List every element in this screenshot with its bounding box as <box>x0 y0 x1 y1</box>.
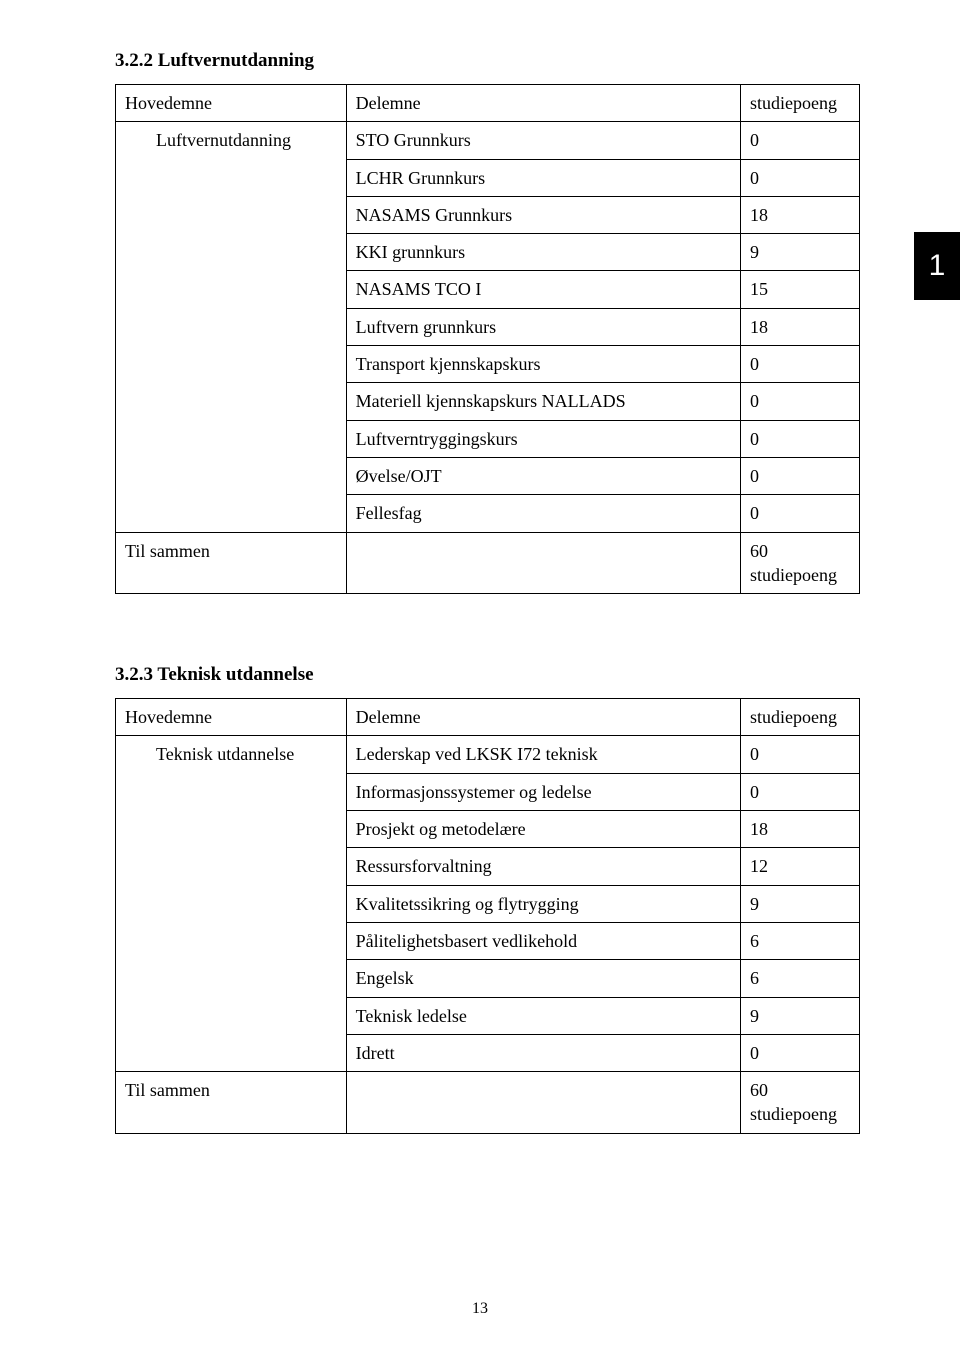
points-cell: 0 <box>740 457 859 494</box>
delemne-cell: Engelsk <box>346 960 740 997</box>
points-cell: 6 <box>740 922 859 959</box>
delemne-cell: NASAMS Grunnkurs <box>346 196 740 233</box>
points-cell: 0 <box>740 159 859 196</box>
points-cell: 0 <box>740 773 859 810</box>
main-topic-cell: Teknisk utdannelse <box>116 736 347 1072</box>
points-cell: 0 <box>740 1034 859 1071</box>
main-topic-cell: Luftvernutdanning <box>116 122 347 532</box>
side-tab: 1 <box>914 232 960 300</box>
delemne-cell: Lederskap ved LKSK I72 teknisk <box>346 736 740 773</box>
total-label: Til sammen <box>116 1072 347 1134</box>
delemne-cell: Luftvern grunnkurs <box>346 308 740 345</box>
points-cell: 0 <box>740 383 859 420</box>
delemne-cell: Fellesfag <box>346 495 740 532</box>
table-header-row: Hovedemne Delemne studiepoeng <box>116 85 860 122</box>
table-row: Luftvernutdanning STO Grunnkurs 0 <box>116 122 860 159</box>
header-hovedemne: Hovedemne <box>116 699 347 736</box>
delemne-cell: Transport kjennskapskurs <box>346 346 740 383</box>
points-cell: 0 <box>740 495 859 532</box>
table-header-row: Hovedemne Delemne studiepoeng <box>116 699 860 736</box>
delemne-cell: Idrett <box>346 1034 740 1071</box>
total-value: 60 studiepoeng <box>740 532 859 594</box>
delemne-cell: Materiell kjennskapskurs NALLADS <box>346 383 740 420</box>
points-cell: 9 <box>740 234 859 271</box>
delemne-cell: STO Grunnkurs <box>346 122 740 159</box>
total-value: 60 studiepoeng <box>740 1072 859 1134</box>
delemne-cell: Ressursforvaltning <box>346 848 740 885</box>
delemne-cell: Kvalitetssikring og flytrygging <box>346 885 740 922</box>
delemne-cell: LCHR Grunnkurs <box>346 159 740 196</box>
section-2-title: 3.2.3 Teknisk utdannelse <box>115 664 860 686</box>
empty-cell <box>346 1072 740 1134</box>
points-cell: 6 <box>740 960 859 997</box>
header-studiepoeng: studiepoeng <box>740 699 859 736</box>
delemne-cell: NASAMS TCO I <box>346 271 740 308</box>
delemne-cell: Pålitelighetsbasert vedlikehold <box>346 922 740 959</box>
points-cell: 18 <box>740 308 859 345</box>
delemne-cell: Teknisk ledelse <box>346 997 740 1034</box>
points-cell: 12 <box>740 848 859 885</box>
points-cell: 9 <box>740 885 859 922</box>
delemne-cell: KKI grunnkurs <box>346 234 740 271</box>
points-cell: 15 <box>740 271 859 308</box>
points-cell: 0 <box>740 122 859 159</box>
delemne-cell: Øvelse/OJT <box>346 457 740 494</box>
header-hovedemne: Hovedemne <box>116 85 347 122</box>
header-delemne: Delemne <box>346 699 740 736</box>
table-row: Teknisk utdannelse Lederskap ved LKSK I7… <box>116 736 860 773</box>
points-cell: 0 <box>740 420 859 457</box>
section-1-title: 3.2.2 Luftvernutdanning <box>115 50 860 72</box>
table-teknisk-utdannelse: Hovedemne Delemne studiepoeng Teknisk ut… <box>115 698 860 1134</box>
points-cell: 0 <box>740 736 859 773</box>
table-total-row: Til sammen 60 studiepoeng <box>116 1072 860 1134</box>
header-delemne: Delemne <box>346 85 740 122</box>
empty-cell <box>346 532 740 594</box>
table-total-row: Til sammen 60 studiepoeng <box>116 532 860 594</box>
points-cell: 9 <box>740 997 859 1034</box>
page-number: 13 <box>0 1300 960 1318</box>
table-luftvernutdanning: Hovedemne Delemne studiepoeng Luftvernut… <box>115 84 860 594</box>
delemne-cell: Luftverntryggingskurs <box>346 420 740 457</box>
points-cell: 18 <box>740 196 859 233</box>
points-cell: 18 <box>740 811 859 848</box>
header-studiepoeng: studiepoeng <box>740 85 859 122</box>
points-cell: 0 <box>740 346 859 383</box>
delemne-cell: Prosjekt og metodelære <box>346 811 740 848</box>
total-label: Til sammen <box>116 532 347 594</box>
delemne-cell: Informasjonssystemer og ledelse <box>346 773 740 810</box>
